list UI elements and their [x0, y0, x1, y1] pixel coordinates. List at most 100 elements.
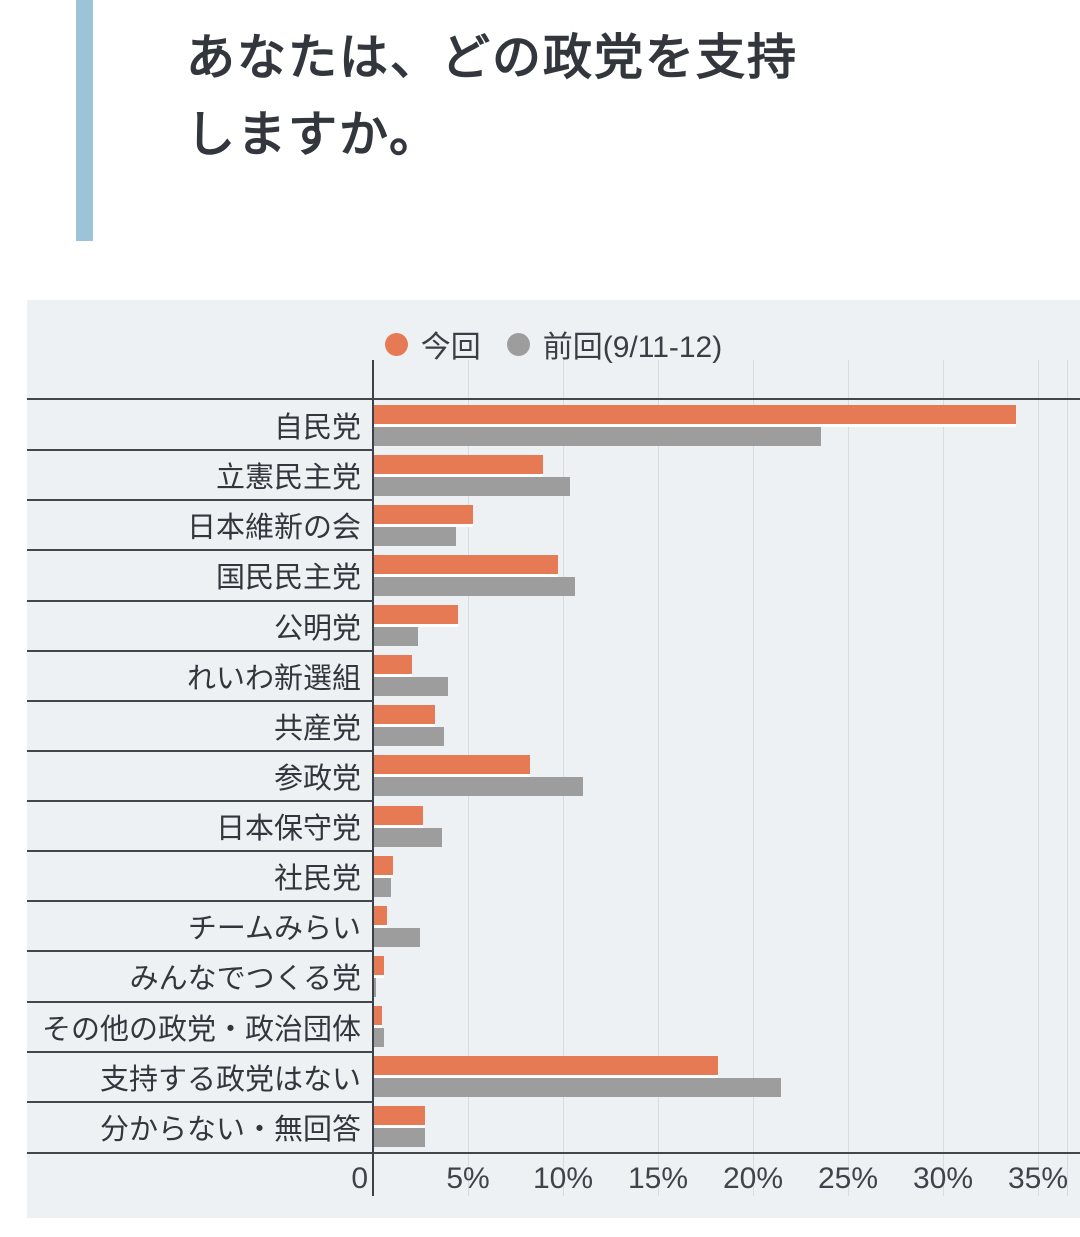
- bar-previous: [374, 727, 445, 747]
- gridline-35pct: [1038, 360, 1039, 1196]
- row-separator: [27, 850, 373, 853]
- bar-previous: [374, 1078, 781, 1098]
- bar-current: [374, 855, 393, 875]
- table-row: 参政党: [27, 749, 1080, 801]
- x-tick-label: 25%: [817, 1162, 879, 1195]
- category-label: その他の政党・政治団体: [41, 1013, 361, 1046]
- x-tick-label: 5%: [446, 1162, 490, 1195]
- gridline-15pct: [658, 360, 659, 1196]
- row-separator: [27, 599, 373, 602]
- bar-previous: [374, 576, 576, 596]
- table-row: 社民党: [27, 850, 1080, 901]
- bar-current: [374, 554, 559, 574]
- gridline-20pct: [753, 360, 754, 1196]
- bar-current: [374, 805, 424, 825]
- legend-label: 前回(9/11-12): [542, 331, 723, 364]
- chart-panel: 今回 前回(9/11-12) 自民党立憲民主党日本維新の会国民民主党公明党れいわ新…: [27, 300, 1080, 1218]
- row-separator: [27, 900, 373, 903]
- row-separator: [27, 449, 373, 452]
- bar-current: [374, 655, 412, 675]
- bar-pair: [374, 550, 576, 600]
- legend-dot-icon: [506, 332, 530, 356]
- category-label: 日本保守党: [215, 813, 361, 846]
- bar-previous: [374, 977, 376, 997]
- bar-current: [374, 1006, 382, 1026]
- category-label: 社民党: [273, 863, 361, 896]
- bar-previous: [374, 627, 418, 647]
- row-separator: [27, 499, 373, 502]
- bar-previous: [374, 877, 392, 897]
- table-row: 立憲民主党: [27, 449, 1080, 500]
- bar-pair: [374, 851, 393, 901]
- table-row: 日本維新の会: [27, 499, 1080, 550]
- table-row: れいわ新選組: [27, 649, 1080, 701]
- bar-current: [374, 905, 388, 925]
- bar-pair: [374, 1002, 384, 1052]
- bar-previous: [374, 777, 583, 797]
- title-accent-bar: [76, 0, 93, 241]
- row-separator: [27, 950, 373, 953]
- bar-chart: 自民党立憲民主党日本維新の会国民民主党公明党れいわ新選組共産党参政党日本保守党社…: [27, 360, 1080, 1196]
- row-separator: [27, 699, 373, 702]
- page-title: あなたは、どの政党を支持 しますか。: [186, 20, 1046, 174]
- category-label: みんなでつくる党: [129, 963, 361, 996]
- bar-current: [374, 1106, 426, 1126]
- bar-pair: [374, 951, 384, 1001]
- bar-pair: [374, 450, 570, 500]
- y-axis-line: [372, 360, 374, 1196]
- bar-current: [374, 705, 435, 725]
- bar-current: [374, 755, 530, 775]
- table-row: チームみらい: [27, 900, 1080, 951]
- category-label: れいわ新選組: [186, 662, 361, 695]
- table-row: その他の政党・政治団体: [27, 1000, 1080, 1052]
- bar-current: [374, 404, 1017, 424]
- bar-pair: [374, 901, 420, 951]
- bar-pair: [374, 1052, 781, 1102]
- bar-pair: [374, 1102, 426, 1152]
- x-tick-label: 10%: [532, 1162, 594, 1195]
- category-label: 国民民主党: [215, 562, 361, 595]
- legend-dot-icon: [384, 332, 408, 356]
- x-tick-label: 20%: [722, 1162, 784, 1195]
- row-separator: [27, 1050, 373, 1053]
- gridline-25pct: [848, 360, 849, 1196]
- table-row: 国民民主党: [27, 549, 1080, 600]
- table-row: 共産党: [27, 699, 1080, 751]
- bar-current: [374, 1056, 718, 1076]
- bar-previous: [374, 1128, 426, 1148]
- row-separator: [27, 1000, 373, 1003]
- category-label: 立憲民主党: [215, 462, 361, 495]
- bar-pair: [374, 701, 445, 751]
- legend-item-current: 今回: [384, 322, 481, 366]
- plot-right-border: [1067, 360, 1068, 1196]
- bar-pair: [374, 751, 583, 801]
- table-row: みんなでつくる党: [27, 950, 1080, 1001]
- bar-pair: [374, 601, 458, 651]
- category-label: チームみらい: [187, 913, 361, 946]
- bar-previous: [374, 927, 420, 947]
- row-separator: [27, 549, 373, 552]
- legend-item-previous: 前回(9/11-12): [506, 322, 723, 366]
- bar-previous: [374, 677, 449, 697]
- table-row: 自民党: [27, 400, 1080, 450]
- category-label: 日本維新の会: [186, 512, 361, 545]
- bar-pair: [374, 651, 449, 701]
- bar-previous: [374, 476, 570, 496]
- bar-current: [374, 454, 544, 474]
- bar-previous: [374, 1028, 384, 1048]
- bar-pair: [374, 801, 443, 851]
- bar-pair: [374, 400, 1017, 450]
- row-separator: [27, 1100, 373, 1103]
- bar-pair: [374, 500, 473, 550]
- bar-current: [374, 504, 473, 524]
- category-label: 公明党: [273, 612, 361, 645]
- bar-previous: [374, 426, 821, 446]
- page-title-line-1: あなたは、どの政党を支持: [186, 31, 799, 85]
- table-row: 分からない・無回答: [27, 1100, 1080, 1152]
- category-label: 自民党: [273, 412, 361, 445]
- category-label: 支持する政党はない: [99, 1063, 361, 1096]
- row-separator: [27, 749, 373, 752]
- row-separator: [27, 800, 373, 802]
- chart-legend: 今回 前回(9/11-12): [27, 322, 1080, 366]
- category-label: 参政党: [273, 762, 361, 795]
